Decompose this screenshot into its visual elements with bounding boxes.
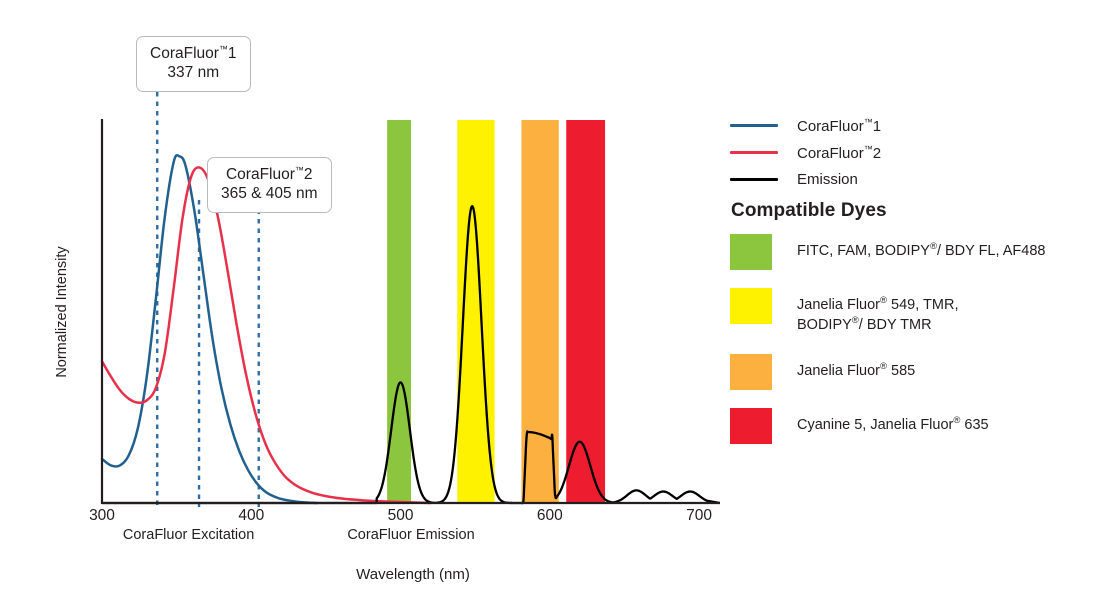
legend-row-0[interactable]: CoraFluor™1 — [730, 112, 1108, 139]
dye-row-3[interactable]: Cyanine 5, Janelia Fluor® 635 — [730, 407, 1108, 444]
dye-label: Janelia Fluor® 585 — [797, 360, 916, 379]
dye-row-1[interactable]: Janelia Fluor® 549, TMR, BODIPY®/ BDY TMR — [730, 288, 1108, 336]
axis-sublabel-excitation: CoraFluor Excitation — [122, 527, 255, 543]
x-tick-label-400: 400 — [238, 507, 265, 524]
legend-line-swatch — [730, 124, 778, 127]
x-tick-label-700: 700 — [686, 507, 713, 524]
compatible-dyes-heading: Compatible Dyes — [731, 200, 887, 221]
dye-label: FITC, FAM, BODIPY®/ BDY FL, AF488 — [797, 241, 1046, 259]
callout-cf2-line1: CoraFluor™2 — [225, 165, 313, 184]
red-band — [566, 120, 606, 503]
dye-color-swatch — [730, 288, 772, 324]
x-tick-label-300: 300 — [89, 507, 115, 524]
callout-corafluor-1: CoraFluor™1 337 nm — [136, 36, 251, 92]
dye-color-swatch — [730, 234, 772, 270]
dye-color-swatch — [730, 407, 772, 444]
x-tick-label-500: 500 — [387, 507, 414, 524]
dye-row-2[interactable]: Janelia Fluor® 585 — [730, 353, 1108, 390]
legend-label: CoraFluor™2 — [797, 143, 882, 162]
legend-row-1[interactable]: CoraFluor™2 — [730, 139, 1108, 166]
curve-corafluor-2 — [100, 166, 432, 505]
spectra-plot — [100, 92, 720, 507]
compatible-dyes-list: FITC, FAM, BODIPY®/ BDY FL, AF488 Janelia… — [730, 234, 1108, 462]
axis-sublabel-emission: CoraFluor Emission — [347, 527, 475, 543]
dye-label: Janelia Fluor® 549, TMR, BODIPY®/ BDY TMR — [797, 295, 959, 334]
dye-row-0[interactable]: FITC, FAM, BODIPY®/ BDY FL, AF488 — [730, 234, 1108, 270]
callout-cf1-line2: 337 nm — [167, 64, 220, 82]
x-tick-label-600: 600 — [536, 507, 563, 524]
curve-corafluor-1 — [100, 153, 319, 505]
right-panel: CoraFluor™1 CoraFluor™2 Emission Compatibl… — [728, 0, 1110, 612]
dye-color-swatch — [730, 353, 772, 390]
green-band — [387, 120, 411, 503]
chart-plot-area: CoraFluor™1 337 nm CoraFluor™2 365 & 405… — [54, 36, 720, 583]
legend-line-swatch — [730, 151, 778, 154]
series-legend: CoraFluor™1 CoraFluor™2 Emission — [730, 112, 1108, 193]
callout-cf1-line1: CoraFluor™1 — [150, 44, 237, 63]
legend-line-swatch — [730, 178, 778, 181]
x-axis-title: Wavelength (nm) — [356, 566, 470, 583]
legend-label: CoraFluor™1 — [797, 116, 882, 135]
legend-label: Emission — [797, 171, 858, 188]
dye-label: Cyanine 5, Janelia Fluor® 635 — [797, 414, 989, 433]
callout-corafluor-2: CoraFluor™2 365 & 405 nm — [207, 157, 332, 213]
legend-row-2[interactable]: Emission — [730, 166, 1108, 193]
callout-cf2-line2: 365 & 405 nm — [221, 185, 318, 203]
y-axis-title: Normalized Intensity — [54, 246, 70, 378]
